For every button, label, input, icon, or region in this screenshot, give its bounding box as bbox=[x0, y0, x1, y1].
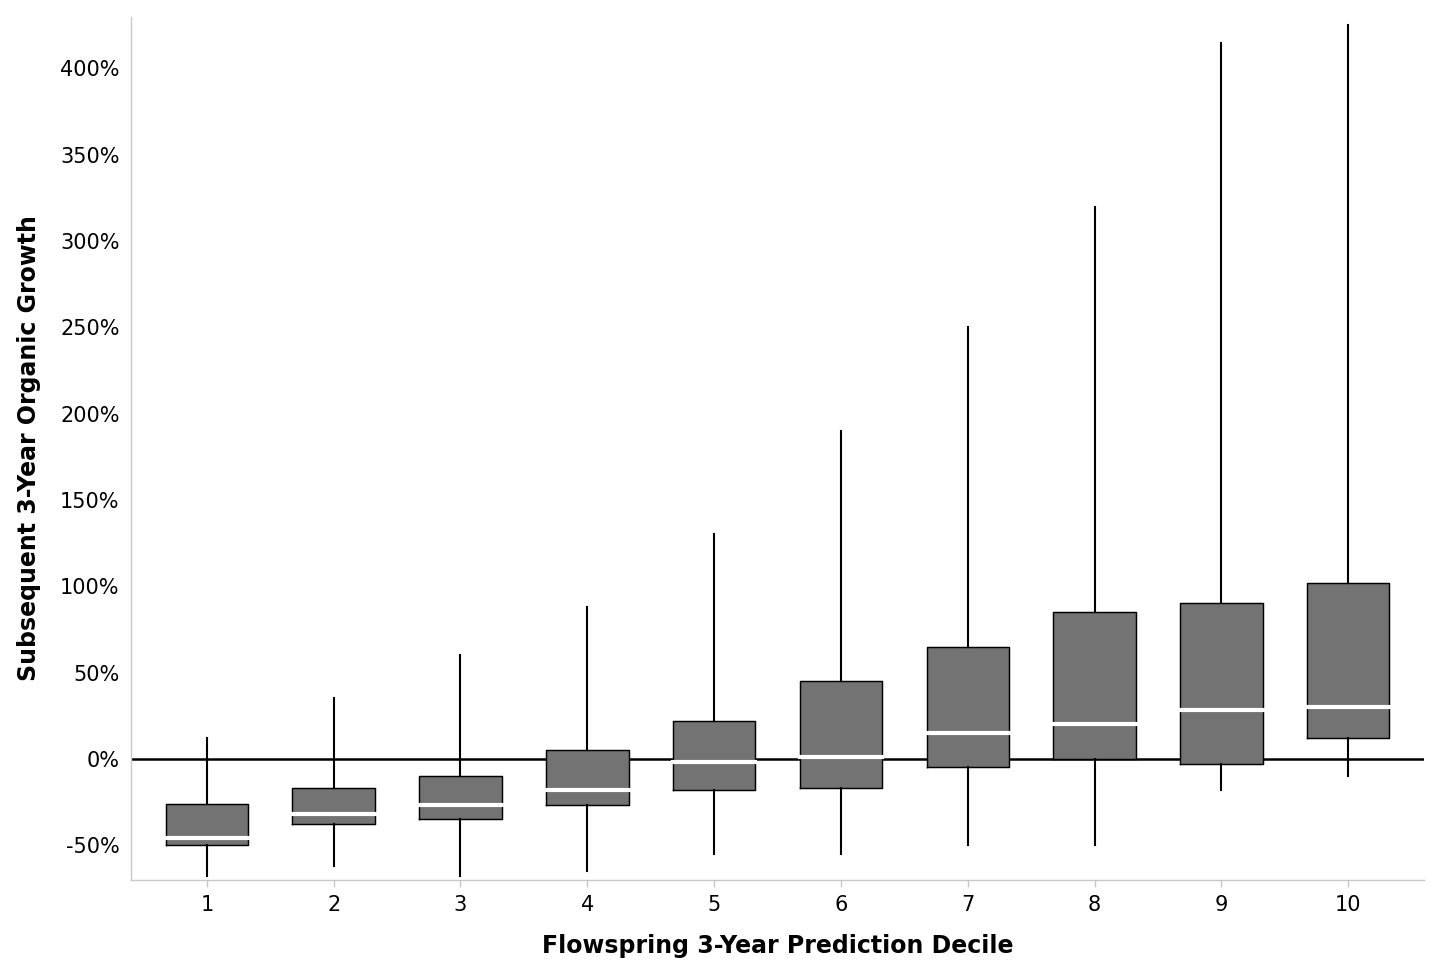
FancyBboxPatch shape bbox=[673, 721, 755, 790]
FancyBboxPatch shape bbox=[800, 682, 882, 788]
FancyBboxPatch shape bbox=[166, 803, 248, 845]
FancyBboxPatch shape bbox=[1307, 583, 1389, 738]
FancyBboxPatch shape bbox=[419, 776, 501, 819]
FancyBboxPatch shape bbox=[546, 750, 628, 805]
FancyBboxPatch shape bbox=[293, 788, 375, 825]
FancyBboxPatch shape bbox=[927, 646, 1009, 767]
FancyBboxPatch shape bbox=[1180, 604, 1262, 764]
Y-axis label: Subsequent 3-Year Organic Growth: Subsequent 3-Year Organic Growth bbox=[17, 215, 40, 682]
X-axis label: Flowspring 3-Year Prediction Decile: Flowspring 3-Year Prediction Decile bbox=[542, 934, 1013, 958]
FancyBboxPatch shape bbox=[1053, 612, 1136, 759]
